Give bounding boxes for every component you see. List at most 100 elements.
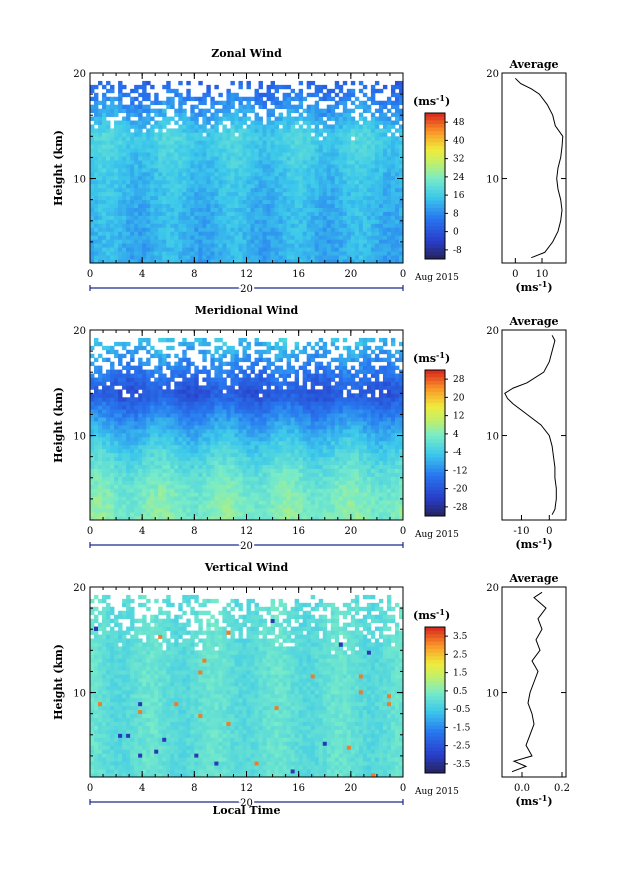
profile-y-tick-label: 20 xyxy=(486,583,499,594)
panel-3: Vertical Wind 0 4 8 12 16 20 0 10 20 Height (km) 20… xyxy=(52,561,570,817)
colorbar-frame xyxy=(424,112,446,260)
heatmap-field xyxy=(90,337,404,521)
profile-unit: (ms-1) xyxy=(515,793,552,808)
colorbar-unit: (ms-1) xyxy=(413,350,450,365)
colorbar-unit: (ms-1) xyxy=(413,93,450,108)
profile-title: Average xyxy=(508,58,558,71)
profile-unit: (ms-1) xyxy=(515,536,552,551)
x-tick-label: 4 xyxy=(139,783,145,794)
y-tick-label: 20 xyxy=(73,326,86,337)
x-tick-label: 0 xyxy=(87,783,93,794)
colorbar-tick-label: -1.5 xyxy=(453,723,471,733)
colorbar-tick-label: 48 xyxy=(453,118,465,128)
x-tick-label: 12 xyxy=(240,783,253,794)
colorbar-tick-label: 1.5 xyxy=(453,669,468,679)
y-tick-label: 10 xyxy=(73,689,86,700)
x-tick-label: 4 xyxy=(139,526,145,537)
profile-x-tick-label: 0 xyxy=(512,269,518,280)
profile-x-tick-label: 0.2 xyxy=(554,783,570,794)
x-tick-label: 0 xyxy=(87,269,93,280)
colorbar-tick-label: -20 xyxy=(453,485,468,495)
colorbar-tick-label: 4 xyxy=(453,430,459,440)
colorbar-tick-label: 20 xyxy=(453,393,465,403)
average-profile: Average -10 0 10 20 (ms-1) xyxy=(486,315,567,551)
colorbar-tick-label: 0 xyxy=(453,228,459,238)
average-profile: Average 0 10 10 20 (ms-1) xyxy=(486,58,567,294)
colorbar-tick-label: 3.5 xyxy=(453,632,468,642)
x-tick-label: 8 xyxy=(191,526,197,537)
x-tick-label: 0 xyxy=(87,526,93,537)
x-tick-label: 0 xyxy=(400,269,406,280)
colorbar-tick-label: 8 xyxy=(453,209,459,219)
colorbar-tick-label: 32 xyxy=(453,155,464,165)
profile-y-tick-label: 10 xyxy=(486,432,499,443)
profile-x-tick-label: 10 xyxy=(536,269,549,280)
heatmap-field xyxy=(90,80,404,264)
x-tick-label: 20 xyxy=(344,526,357,537)
profile-line xyxy=(514,77,564,259)
profile-x-tick-label: -10 xyxy=(513,526,529,537)
colorbar: 28 20 12 4 -4 -12 -20 -28 (ms-1) xyxy=(413,350,468,517)
profile-unit: (ms-1) xyxy=(515,279,552,294)
panel-2: Meridional Wind 0 4 8 12 16 20 0 10 20 Height (km)… xyxy=(52,304,567,554)
colorbar-tick-label: 16 xyxy=(453,191,465,201)
y-tick-label: 10 xyxy=(73,432,86,443)
x-tick-label: 20 xyxy=(344,269,357,280)
date-label: 20 xyxy=(240,284,253,295)
panel-title: Vertical Wind xyxy=(204,561,289,574)
profile-x-tick-label: 0.0 xyxy=(514,783,530,794)
colorbar-tick-label: -28 xyxy=(453,503,468,513)
x-tick-label: 0 xyxy=(400,783,406,794)
colorbar-tick-label: 12 xyxy=(453,412,464,422)
x-axis-label: Local Time xyxy=(213,804,281,817)
profile-y-tick-label: 20 xyxy=(486,69,499,80)
date-suffix: Aug 2015 xyxy=(414,530,459,540)
date-suffix: Aug 2015 xyxy=(414,273,459,283)
x-tick-label: 12 xyxy=(240,526,253,537)
x-tick-label: 8 xyxy=(191,269,197,280)
colorbar-tick-label: -0.5 xyxy=(453,705,471,715)
y-tick-label: 20 xyxy=(73,583,86,594)
colorbar-tick-label: 28 xyxy=(453,375,465,385)
panel-title: Zonal Wind xyxy=(211,47,282,60)
x-tick-label: 20 xyxy=(344,783,357,794)
colorbar-unit: (ms-1) xyxy=(413,607,450,622)
profile-title: Average xyxy=(508,315,558,328)
x-tick-label: 16 xyxy=(292,526,305,537)
colorbar-tick-label: 24 xyxy=(453,173,465,183)
date-label: 20 xyxy=(240,541,253,552)
average-profile: Average 0.0 0.2 10 20 (ms-1) xyxy=(486,572,570,808)
profile-frame xyxy=(501,586,567,778)
x-tick-label: 12 xyxy=(240,269,253,280)
profile-line xyxy=(511,591,547,773)
profile-title: Average xyxy=(508,572,558,585)
colorbar-frame xyxy=(424,626,446,774)
x-tick-label: 0 xyxy=(400,526,406,537)
y-tick-label: 10 xyxy=(73,175,86,186)
heatmap-field xyxy=(90,594,404,778)
profile-y-tick-label: 10 xyxy=(486,175,499,186)
x-tick-label: 16 xyxy=(292,269,305,280)
date-label: 20 xyxy=(240,798,253,809)
date-suffix: Aug 2015 xyxy=(414,787,459,797)
y-axis-label: Height (km) xyxy=(52,387,65,463)
colorbar-frame xyxy=(424,369,446,517)
colorbar-tick-label: 40 xyxy=(453,136,465,146)
colorbar-tick-label: 0.5 xyxy=(453,687,468,697)
panel-title: Meridional Wind xyxy=(195,304,299,317)
colorbar: 48 40 32 24 16 8 0 -8 (ms-1) xyxy=(413,93,465,260)
profile-x-tick-label: 0 xyxy=(546,526,552,537)
colorbar: 3.5 2.5 1.5 0.5 -0.5 -1.5 -2.5 -3.5 (ms-1) xyxy=(413,607,471,774)
x-tick-label: 16 xyxy=(292,783,305,794)
x-tick-label: 8 xyxy=(191,783,197,794)
colorbar-tick-label: -12 xyxy=(453,466,468,476)
profile-y-tick-label: 10 xyxy=(486,689,499,700)
profile-frame xyxy=(501,329,567,521)
profile-line xyxy=(504,335,557,515)
y-axis-label: Height (km) xyxy=(52,644,65,720)
colorbar-tick-label: -3.5 xyxy=(453,760,471,770)
colorbar-tick-label: 2.5 xyxy=(453,650,468,660)
profile-y-tick-label: 20 xyxy=(486,326,499,337)
x-tick-label: 4 xyxy=(139,269,145,280)
